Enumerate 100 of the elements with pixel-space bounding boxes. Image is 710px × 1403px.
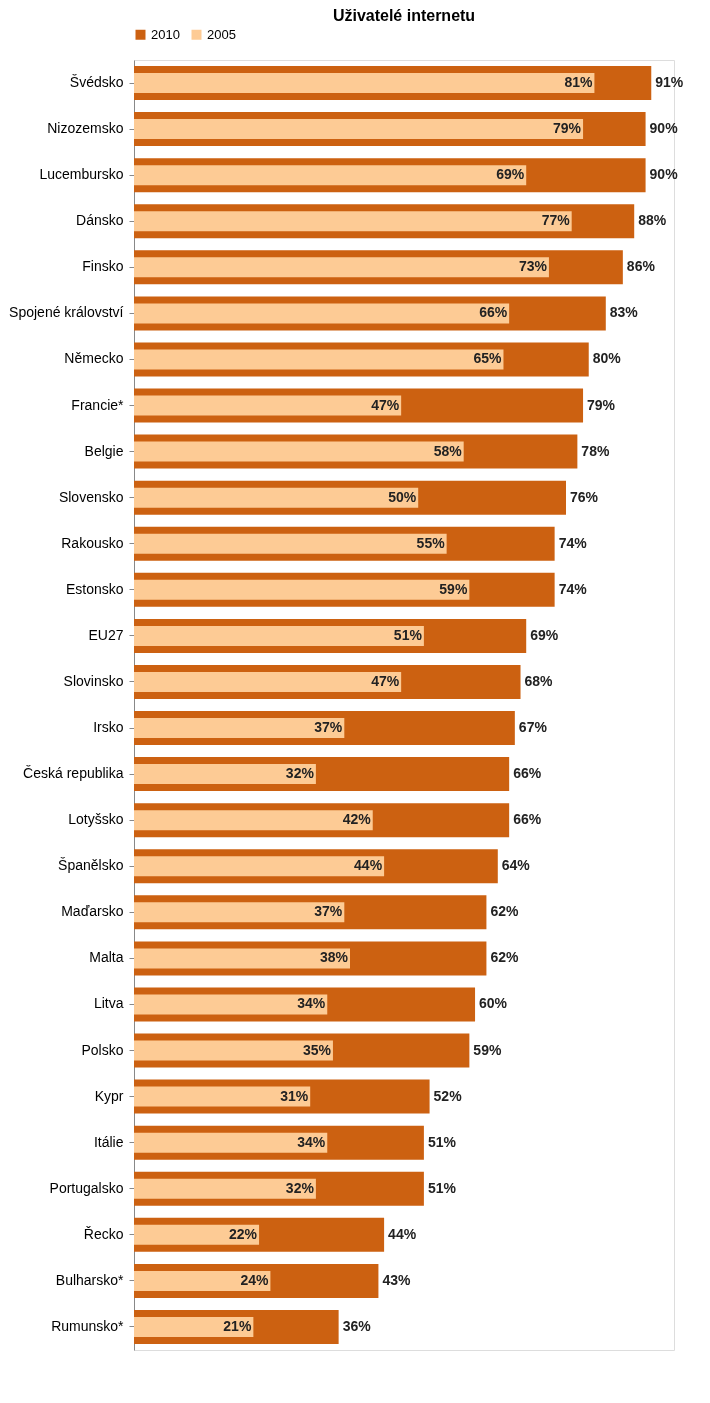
- y-tick-label: Španělsko: [58, 857, 124, 874]
- legend-label: 2005: [207, 26, 236, 42]
- y-tick-label: Itálie: [93, 1133, 124, 1150]
- data-label: 73%: [518, 258, 548, 275]
- data-label: 21%: [223, 1317, 252, 1334]
- y-tick-label: Dánsko: [76, 212, 124, 229]
- y-tick-label: Rumunsko*: [51, 1317, 125, 1334]
- y-tick-label: Německo: [64, 350, 124, 367]
- data-label: 55%: [416, 534, 446, 551]
- bar: [134, 211, 572, 232]
- bar: [134, 1224, 260, 1245]
- bar: [134, 671, 402, 692]
- data-label: 74%: [558, 534, 588, 551]
- data-label: 64%: [501, 857, 531, 874]
- bar: [134, 119, 584, 140]
- data-label: 58%: [433, 442, 463, 459]
- bar: [134, 395, 402, 416]
- y-tick-label: Maďarsko: [61, 903, 124, 920]
- data-label: 59%: [439, 580, 468, 597]
- data-label: 38%: [319, 949, 349, 966]
- data-label: 43%: [382, 1271, 411, 1288]
- y-tick-label: Bulharsko*: [55, 1271, 125, 1288]
- data-label: 76%: [570, 488, 599, 505]
- data-label: 66%: [513, 811, 542, 828]
- y-tick-label: EU27: [88, 626, 124, 643]
- data-label: 24%: [240, 1271, 269, 1288]
- bar: [134, 1086, 311, 1107]
- bar: [134, 487, 419, 508]
- y-tick-label: Portugalsko: [49, 1179, 124, 1196]
- y-tick-label: Malta: [89, 949, 124, 966]
- y-tick-label: Spojené království: [9, 304, 124, 321]
- data-label: 79%: [587, 396, 616, 413]
- data-label: 42%: [342, 811, 372, 828]
- bar: [134, 764, 316, 785]
- data-label: 74%: [558, 580, 588, 597]
- bar: [134, 1316, 254, 1337]
- data-label: 47%: [371, 396, 400, 413]
- data-label: 50%: [388, 488, 417, 505]
- data-label: 81%: [564, 74, 593, 91]
- y-tick-label: Nizozemsko: [47, 120, 124, 137]
- y-tick-label: Česká republika: [23, 765, 124, 782]
- legend-label: 2010: [151, 26, 180, 42]
- data-label: 32%: [285, 765, 315, 782]
- bar: [134, 994, 328, 1015]
- data-label: 47%: [371, 672, 400, 689]
- data-label: 69%: [496, 166, 525, 183]
- data-label: 32%: [285, 1179, 315, 1196]
- bar: [134, 948, 350, 969]
- bar: [134, 902, 345, 923]
- data-label: 91%: [655, 74, 684, 91]
- data-label: 62%: [490, 903, 519, 920]
- data-label: 80%: [592, 350, 622, 367]
- y-tick-label: Francie*: [71, 396, 125, 413]
- bar: [134, 856, 385, 877]
- bar: [134, 257, 549, 278]
- data-label: 78%: [581, 442, 610, 459]
- y-tick-label: Finsko: [82, 258, 124, 275]
- data-label: 34%: [297, 1133, 326, 1150]
- bar: [134, 73, 595, 94]
- data-label: 52%: [433, 1087, 463, 1104]
- bar: [134, 1040, 333, 1061]
- data-label: 51%: [393, 626, 423, 643]
- y-tick-label: Litva: [93, 995, 124, 1012]
- data-label: 44%: [388, 1225, 417, 1242]
- data-label: 66%: [513, 765, 542, 782]
- y-tick-label: Rakousko: [61, 534, 124, 551]
- data-label: 62%: [490, 949, 519, 966]
- bar: [134, 1178, 316, 1199]
- chart-title: Uživatelé internetu: [332, 7, 476, 24]
- data-label: 36%: [342, 1317, 372, 1334]
- data-label: 88%: [638, 212, 667, 229]
- y-tick-label: Lucembursko: [39, 166, 124, 183]
- y-tick-label: Lotyšsko: [68, 811, 124, 828]
- data-label: 77%: [541, 212, 571, 229]
- data-label: 59%: [473, 1041, 502, 1058]
- y-tick-label: Kypr: [94, 1087, 124, 1104]
- bar: [134, 349, 504, 370]
- bar: [134, 810, 373, 831]
- data-label: 66%: [479, 304, 508, 321]
- y-tick-label: Estonsko: [65, 580, 124, 597]
- data-label: 37%: [314, 903, 343, 920]
- bar: [134, 625, 424, 646]
- data-label: 67%: [518, 719, 548, 736]
- data-label: 83%: [609, 304, 639, 321]
- data-label: 22%: [229, 1225, 258, 1242]
- y-tick-label: Řecko: [83, 1225, 124, 1242]
- y-tick-label: Slovinsko: [63, 672, 124, 689]
- data-label: 79%: [553, 120, 582, 137]
- bar: [134, 303, 510, 324]
- y-tick-label: Belgie: [84, 442, 124, 459]
- bar: [134, 165, 527, 186]
- data-label: 34%: [297, 995, 326, 1012]
- y-tick-label: Slovensko: [58, 488, 124, 505]
- data-label: 51%: [427, 1179, 457, 1196]
- data-label: 51%: [427, 1133, 457, 1150]
- data-label: 69%: [530, 626, 559, 643]
- y-tick-label: Švédsko: [69, 74, 124, 91]
- bar: [134, 1270, 271, 1291]
- data-label: 60%: [479, 995, 508, 1012]
- data-label: 65%: [473, 350, 503, 367]
